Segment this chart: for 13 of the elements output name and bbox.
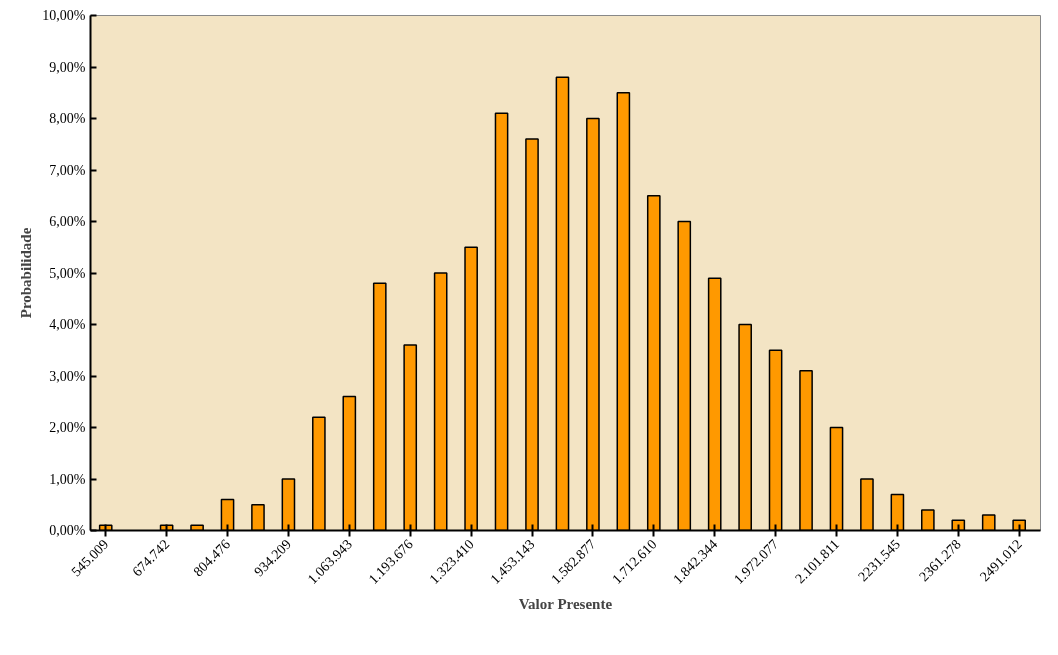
y-tick-label: 8,00% <box>49 111 86 126</box>
y-tick-label: 4,00% <box>49 317 86 332</box>
y-tick-label: 0,00% <box>49 523 86 538</box>
y-axis-title: Probabilidade <box>18 227 35 319</box>
y-tick-label: 6,00% <box>49 214 86 229</box>
y-tick-label: 1,00% <box>49 471 86 487</box>
y-tick-label: 7,00% <box>49 162 86 178</box>
y-tick-label: 2,00% <box>49 420 86 435</box>
y-tick-label: 3,00% <box>49 368 86 384</box>
y-tick-label: 9,00% <box>49 59 86 75</box>
x-axis-title: Valor Presente <box>518 596 613 613</box>
y-tick-label: 10,00% <box>42 8 86 23</box>
y-tick-label: 5,00% <box>49 265 86 281</box>
